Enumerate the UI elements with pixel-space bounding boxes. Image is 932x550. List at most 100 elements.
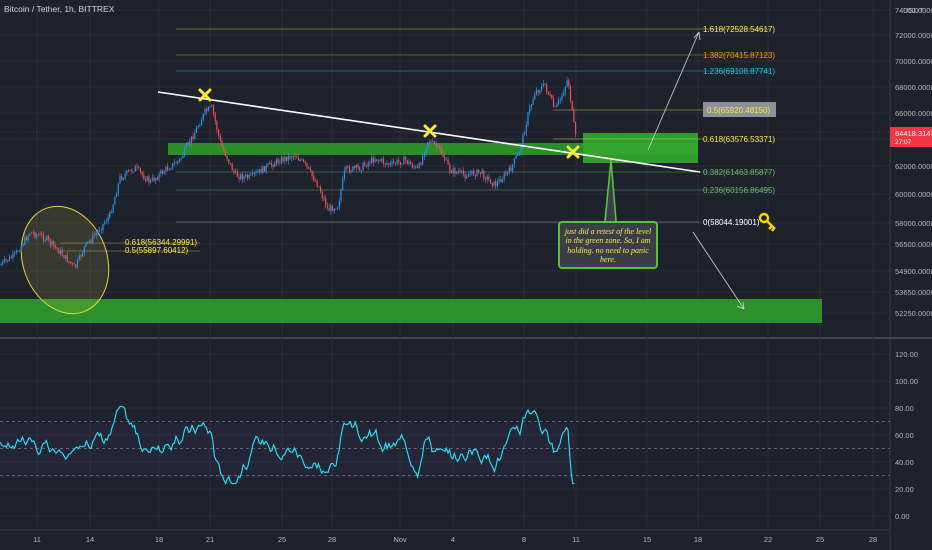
candle-body [554,106,556,108]
candle-body [51,241,53,245]
candle-body [233,170,235,173]
candle-body [320,187,322,193]
rsi-bands [0,421,890,476]
candle-body [102,223,104,231]
candle-body [124,174,126,179]
candle-body [228,159,230,164]
x-marker-icon [566,145,580,159]
price-tick-label: 66000.00000 [895,109,932,118]
candle-body [303,159,305,162]
candle-body [117,183,119,194]
candle-body [537,90,539,93]
candle-body [381,158,383,161]
time-tick-label: 28 [869,535,877,544]
candle-body [240,174,242,180]
candle-body [408,161,410,164]
candle-body [369,162,371,164]
candle-body [129,170,131,171]
candle-body [275,159,277,164]
candle-body [221,140,223,147]
candle-body [428,142,430,143]
candle-body [136,166,138,168]
candle-body [299,159,301,161]
candle-body [25,237,28,241]
candle-body [87,241,89,243]
candle-body [486,176,488,180]
candle-body [49,239,51,245]
candle-body [371,157,373,164]
candle-body [474,175,476,177]
candle-body [175,162,177,164]
candle-body [495,181,497,187]
candle-body [116,193,118,198]
candle-body [403,156,405,165]
candle-body [539,90,541,93]
candle-body [34,232,36,238]
candle-body [229,163,232,164]
fib-label: 0.236(60156.86495) [703,186,775,195]
candle-body [134,166,136,172]
green-zone-lower [0,299,822,323]
candle-body [405,156,407,161]
candle-body [144,178,147,181]
candle-body [219,135,221,141]
candle-body [386,163,388,165]
candle-body [333,208,335,212]
candle-body [483,170,485,179]
currency-label: USDT [903,6,924,15]
candle-body [326,206,328,208]
price-tick-label: 74000.00000 [895,6,932,15]
candle-body [331,205,334,212]
rsi-tick-label: 40.00 [895,458,914,467]
candle-body [178,158,181,162]
candle-body [192,136,194,140]
candle-body [391,161,393,164]
candle-body [493,181,495,186]
candle-body [437,144,439,147]
candle-body [379,160,381,161]
candle-body [280,157,283,164]
candle-body [85,241,87,247]
fib-label: 0.5(65920.48150) [707,106,771,115]
rsi-axis-ticks: 120.00 100.00 80.00 60.00 40.00 20.00 0.00 [895,350,918,521]
candle-body [484,178,487,180]
candle-body [575,122,577,135]
candle-body [226,155,228,160]
candle-body [410,161,412,165]
candle-body [209,106,211,108]
price-tick-label: 68000.00000 [895,83,932,92]
candle-body [535,90,538,95]
candle-body [105,221,107,223]
candle-body [525,124,527,134]
fib-label-lower: 0.5(55897.60412) [125,246,189,255]
candle-body [235,171,237,173]
candle-body [75,264,77,268]
candle-body [309,168,311,171]
candle-body [440,147,442,154]
candle-body [236,171,238,177]
candle-body [76,259,79,268]
candle-body [541,86,543,91]
x-marker-icon [423,124,437,138]
candle-body [335,208,337,210]
plot-background [0,0,890,550]
candle-body [207,107,209,112]
candle-body [325,198,327,207]
candle-body [257,172,259,173]
last-price-tag [890,127,932,147]
candle-body [0,264,2,266]
candle-body [168,169,170,171]
candle-body [306,163,308,167]
candle-body [347,166,349,168]
x-markers [198,88,580,159]
rsi-tick-label: 100.00 [895,377,918,386]
candle-body [110,212,113,213]
candle-body [337,207,339,209]
candle-body [362,162,364,171]
candle-body [158,173,160,180]
candle-body [163,171,165,174]
candle-body [359,167,361,171]
candle-body [216,121,218,131]
candle-body [17,250,19,252]
fib-label: 0(58044.19001) [703,218,760,227]
